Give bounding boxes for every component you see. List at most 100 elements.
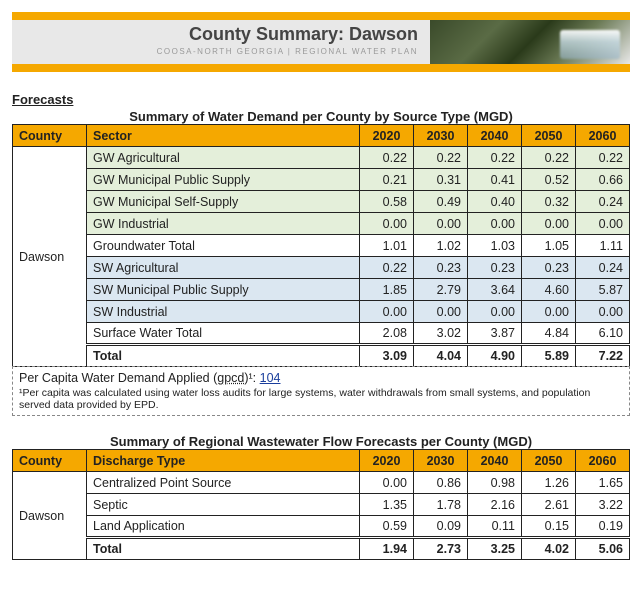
col-county: County xyxy=(13,125,87,147)
page-title: County Summary: Dawson xyxy=(12,24,418,45)
value-cell: 0.23 xyxy=(468,257,522,279)
value-cell: 0.22 xyxy=(576,147,630,169)
value-cell: 0.31 xyxy=(414,169,468,191)
header-bar-top xyxy=(12,12,630,20)
value-cell: 1.01 xyxy=(360,235,414,257)
col-year: 2050 xyxy=(522,125,576,147)
value-cell: 0.66 xyxy=(576,169,630,191)
value-cell: 0.00 xyxy=(360,213,414,235)
col-sector: Sector xyxy=(87,125,360,147)
value-cell: 4.60 xyxy=(522,279,576,301)
table-row: SW Agricultural0.220.230.230.230.24 xyxy=(13,257,630,279)
pc-value-link[interactable]: 104 xyxy=(260,371,281,385)
col-county: County xyxy=(13,450,87,472)
col-year: 2020 xyxy=(360,125,414,147)
total-value: 2.73 xyxy=(414,538,468,560)
table-row: GW Municipal Self-Supply0.580.490.400.32… xyxy=(13,191,630,213)
county-cell: Dawson xyxy=(13,147,87,367)
value-cell: 0.19 xyxy=(576,516,630,538)
value-cell: 0.98 xyxy=(468,472,522,494)
value-cell: 0.59 xyxy=(360,516,414,538)
col-year: 2040 xyxy=(468,450,522,472)
wastewater-table-title: Summary of Regional Wastewater Flow Fore… xyxy=(12,434,630,449)
value-cell: 0.15 xyxy=(522,516,576,538)
value-cell: 4.84 xyxy=(522,323,576,345)
wastewater-header-row: County Discharge Type 2020 2030 2040 205… xyxy=(13,450,630,472)
value-cell: 0.58 xyxy=(360,191,414,213)
value-cell: 1.11 xyxy=(576,235,630,257)
total-value: 7.22 xyxy=(576,345,630,367)
pc-label-text: Per Capita Water Demand Applied ( xyxy=(19,371,217,385)
table-row: SW Municipal Public Supply1.852.793.644.… xyxy=(13,279,630,301)
value-cell: 0.23 xyxy=(414,257,468,279)
header-photo xyxy=(430,20,630,64)
sector-cell: Groundwater Total xyxy=(87,235,360,257)
value-cell: 1.05 xyxy=(522,235,576,257)
value-cell: 0.22 xyxy=(522,147,576,169)
discharge-cell: Land Application xyxy=(87,516,360,538)
value-cell: 0.86 xyxy=(414,472,468,494)
sector-cell: SW Agricultural xyxy=(87,257,360,279)
footnote-text: ¹Per capita was calculated using water l… xyxy=(19,387,623,411)
value-cell: 1.65 xyxy=(576,472,630,494)
demand-table: County Sector 2020 2030 2040 2050 2060 D… xyxy=(12,124,630,367)
sector-cell: GW Agricultural xyxy=(87,147,360,169)
value-cell: 1.03 xyxy=(468,235,522,257)
value-cell: 1.85 xyxy=(360,279,414,301)
value-cell: 6.10 xyxy=(576,323,630,345)
header-middle: County Summary: Dawson COOSA-NORTH GEORG… xyxy=(12,20,630,64)
total-value: 5.06 xyxy=(576,538,630,560)
header-text-block: County Summary: Dawson COOSA-NORTH GEORG… xyxy=(12,20,430,64)
value-cell: 1.26 xyxy=(522,472,576,494)
pc-sup: )¹: xyxy=(244,371,259,385)
value-cell: 1.02 xyxy=(414,235,468,257)
value-cell: 2.16 xyxy=(468,494,522,516)
value-cell: 0.00 xyxy=(522,301,576,323)
county-cell: Dawson xyxy=(13,472,87,560)
value-cell: 0.24 xyxy=(576,257,630,279)
table-row: DawsonGW Agricultural0.220.220.220.220.2… xyxy=(13,147,630,169)
value-cell: 0.40 xyxy=(468,191,522,213)
total-value: 1.94 xyxy=(360,538,414,560)
col-sector: Discharge Type xyxy=(87,450,360,472)
col-year: 2020 xyxy=(360,450,414,472)
discharge-cell: Septic xyxy=(87,494,360,516)
value-cell: 3.22 xyxy=(576,494,630,516)
demand-header-row: County Sector 2020 2030 2040 2050 2060 xyxy=(13,125,630,147)
value-cell: 3.02 xyxy=(414,323,468,345)
pc-unit: gpcd xyxy=(217,371,244,385)
page-subtitle: COOSA-NORTH GEORGIA | REGIONAL WATER PLA… xyxy=(12,47,418,56)
value-cell: 1.78 xyxy=(414,494,468,516)
sector-cell: GW Municipal Public Supply xyxy=(87,169,360,191)
total-row: Total3.094.044.905.897.22 xyxy=(13,345,630,367)
value-cell: 0.21 xyxy=(360,169,414,191)
value-cell: 0.00 xyxy=(468,301,522,323)
sector-cell: GW Industrial xyxy=(87,213,360,235)
sector-cell: Surface Water Total xyxy=(87,323,360,345)
value-cell: 0.11 xyxy=(468,516,522,538)
total-label: Total xyxy=(87,538,360,560)
value-cell: 0.22 xyxy=(360,147,414,169)
table-row: GW Industrial0.000.000.000.000.00 xyxy=(13,213,630,235)
value-cell: 0.23 xyxy=(522,257,576,279)
value-cell: 0.32 xyxy=(522,191,576,213)
value-cell: 3.64 xyxy=(468,279,522,301)
col-year: 2040 xyxy=(468,125,522,147)
value-cell: 0.52 xyxy=(522,169,576,191)
value-cell: 0.41 xyxy=(468,169,522,191)
value-cell: 0.00 xyxy=(414,301,468,323)
total-value: 4.90 xyxy=(468,345,522,367)
value-cell: 0.00 xyxy=(522,213,576,235)
value-cell: 0.00 xyxy=(576,213,630,235)
value-cell: 2.08 xyxy=(360,323,414,345)
value-cell: 0.00 xyxy=(360,472,414,494)
value-cell: 5.87 xyxy=(576,279,630,301)
total-value: 3.25 xyxy=(468,538,522,560)
total-label: Total xyxy=(87,345,360,367)
demand-footnote: Per Capita Water Demand Applied (gpcd)¹:… xyxy=(12,366,630,416)
col-year: 2060 xyxy=(576,450,630,472)
value-cell: 0.24 xyxy=(576,191,630,213)
value-cell: 0.09 xyxy=(414,516,468,538)
table-row: DawsonCentralized Point Source0.000.860.… xyxy=(13,472,630,494)
sector-cell: SW Municipal Public Supply xyxy=(87,279,360,301)
